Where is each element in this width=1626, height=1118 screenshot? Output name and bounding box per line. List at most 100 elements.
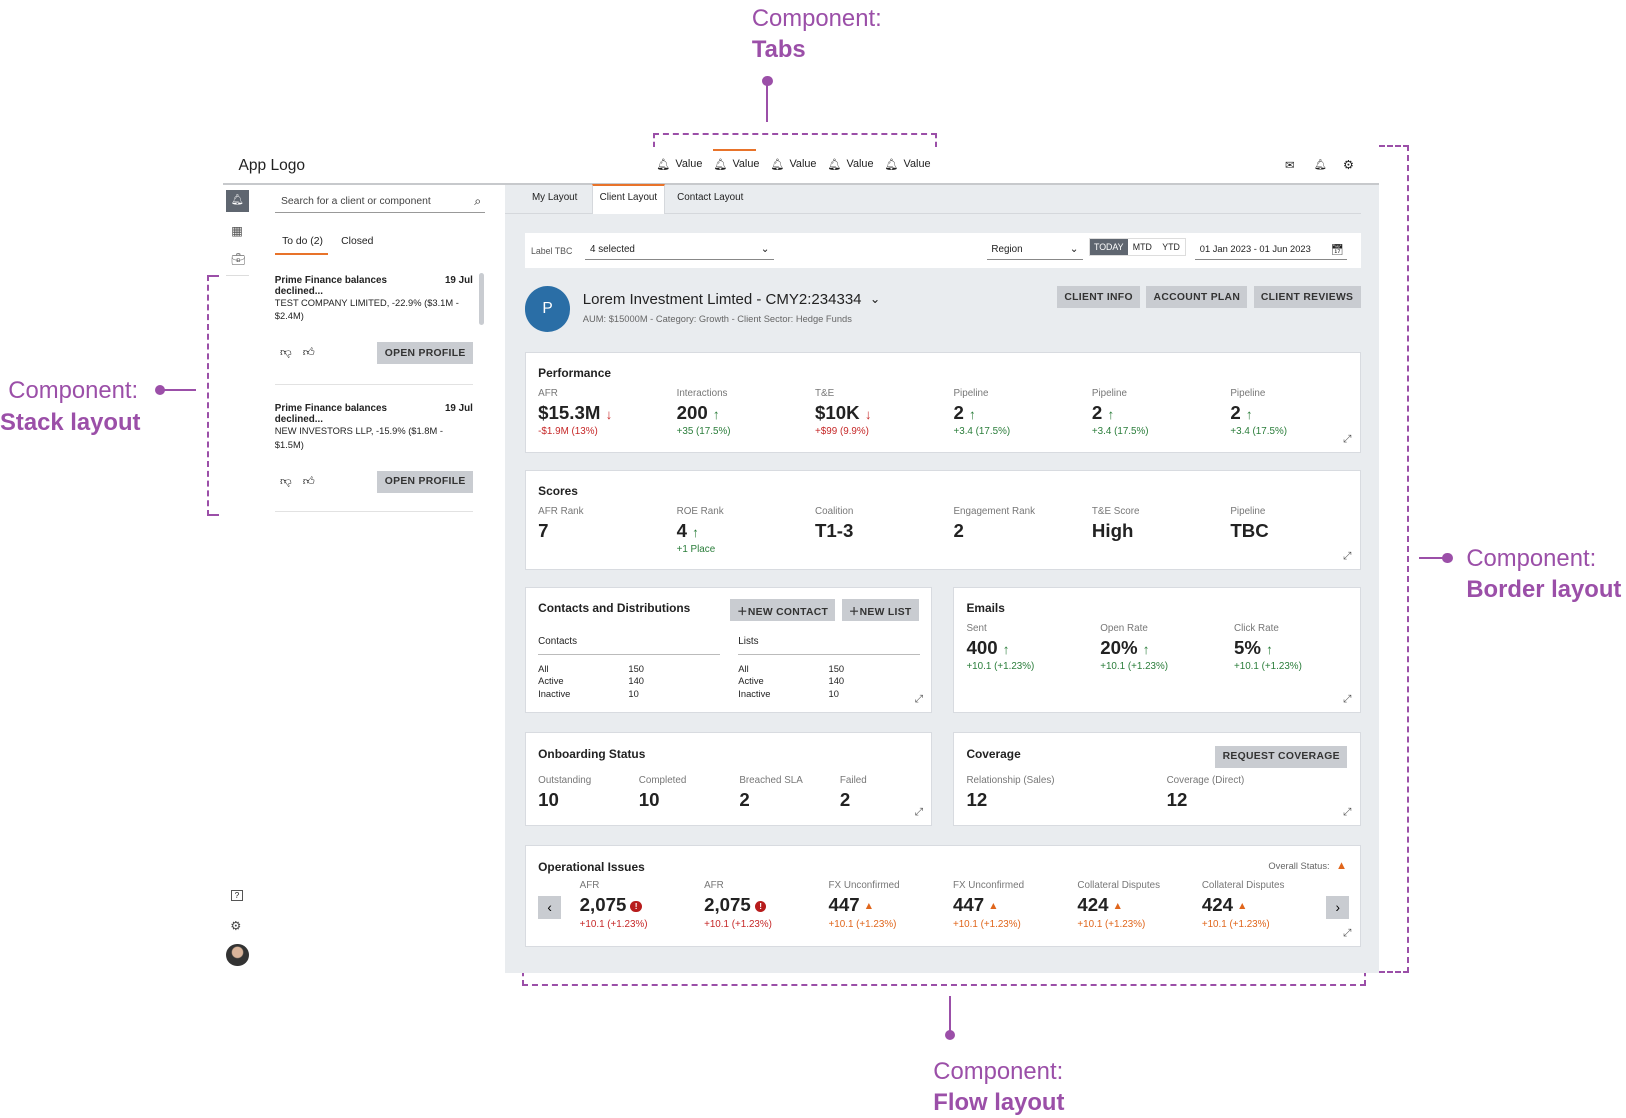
active-tab-indicator [713,149,756,152]
metric-value: 10 [538,788,559,810]
mail-icon[interactable]: ✉ [1284,159,1295,172]
metric-label: AFR Rank [538,506,584,517]
briefcase-icon[interactable]: 💼︎ [231,253,246,266]
metric: Pipeline 2 ↑ +3.4 (17.5%) [953,388,1010,437]
notification-list: Prime Finance balances declined... 19 Jul… [274,274,473,513]
period-today[interactable]: TODAY [1089,239,1128,256]
header-tab[interactable]: 🔔︎ Value [828,158,874,171]
open-profile-button[interactable]: OPEN PROFILE [377,470,473,493]
row-value: 10 [828,688,839,699]
metric-value: 12 [966,788,988,810]
rail-bell-icon[interactable]: 🔔︎ [226,189,249,212]
expand-icon[interactable]: ⤢ [914,807,923,819]
thumbs-up-icon[interactable]: 👍︎ [302,475,315,488]
metric: Pipeline 2 ↑ +3.4 (17.5%) [1092,388,1149,437]
card-title: Onboarding Status [538,746,646,761]
metric-change: +10.1 (+1.23%) [828,918,897,930]
metric-change: +3.4 (17.5%) [953,425,1011,437]
row-label: All [738,663,749,674]
metric-change: +10.1 (+1.23%) [1233,661,1302,673]
header-tab[interactable]: 🔔︎ Value [656,158,702,171]
tab-label: Value [903,158,931,171]
carousel-prev-button[interactable]: ‹ [538,895,561,919]
avatar[interactable] [226,943,249,967]
tab-indicator [274,253,328,256]
row-value: 140 [828,676,845,687]
open-profile-button[interactable]: OPEN PROFILE [377,342,473,364]
metric: Outstanding 10 [538,775,591,811]
group-title: Lists [738,635,759,647]
select-value: 4 selected [590,243,635,255]
metric-value: 20% [1100,637,1138,659]
period-ytd[interactable]: YTD [1162,241,1180,252]
metric-label: Pipeline [953,387,989,399]
new-contact-button[interactable]: ＋NEW CONTACT [729,599,836,622]
account-plan-button[interactable]: ACCOUNT PLAN [1146,286,1248,308]
new-list-button[interactable]: ＋NEW LIST [841,599,919,622]
warning-icon: ▲ [988,901,999,913]
carousel-next-button[interactable]: › [1326,895,1350,919]
metric-value-row: 10 [639,789,687,811]
tab-contact-layout[interactable]: Contact Layout [677,191,744,203]
plus-icon: ＋ [737,606,748,618]
thumbs-up-icon[interactable]: 👍︎ [302,347,315,360]
main-area [505,184,1380,973]
client-info-button[interactable]: CLIENT INFO [1057,286,1141,308]
tab-todo[interactable]: To do (2) [282,236,323,248]
button-label: NEW CONTACT [747,606,829,618]
row-value: 150 [628,663,644,674]
expand-icon[interactable]: ⤢ [1342,927,1352,939]
region-select[interactable]: Region ⌄ [987,240,1083,261]
metric: T&E Score High [1092,506,1140,542]
metric-label: AFR [538,387,558,399]
metric-value-row: 424 ▲ [1202,894,1285,916]
group-divider [738,654,920,656]
search-icon[interactable]: ⌕ [474,194,482,209]
expand-icon[interactable]: ⤢ [1342,807,1352,819]
metric-value: 2 [953,520,964,542]
gear-icon[interactable]: ⚙ [1342,157,1355,172]
help-icon[interactable]: ? [231,889,243,902]
bell-icon: 🔔︎ [713,158,728,171]
metric-change: +10.1 (+1.23%) [952,918,1021,930]
calendar-icon[interactable]: 📅︎ [1330,244,1344,256]
bell-icon[interactable]: 🔔︎ [1313,159,1328,171]
thumbs-down-icon[interactable]: 👎︎ [279,347,292,360]
date-range-input[interactable]: 01 Jan 2023 - 01 Jun 2023 📅︎ [1194,240,1348,261]
grid-icon[interactable]: ▦ [231,223,244,238]
metric: Open Rate 20% ↑ +10.1 (+1.23%) [1100,623,1168,672]
arrow-up-icon: ↑ [712,406,720,422]
client-selector[interactable]: Lorem Investment Limted - CMY2:234334 ⌄ [583,291,880,308]
bell-icon: 🔔︎ [770,158,785,171]
header-tab[interactable]: 🔔︎ Value [885,158,931,171]
scrollbar[interactable] [479,272,485,325]
expand-icon[interactable]: ⤢ [1342,433,1352,445]
app-logo: App Logo [238,156,306,174]
metric-value-row: High [1092,520,1140,542]
period-mtd[interactable]: MTD [1132,241,1152,252]
header-tab[interactable]: 🔔︎ Value [770,158,816,171]
expand-icon[interactable]: ⤢ [914,694,923,706]
metric: Collateral Disputes 424 ▲ +10.1 (+1.23%) [1202,880,1285,929]
tab-client-layout[interactable]: Client Layout [592,183,665,214]
gear-icon[interactable]: ⚙ [230,918,242,933]
request-coverage-button[interactable]: REQUEST COVERAGE [1215,745,1348,769]
tab-my-layout[interactable]: My Layout [531,191,578,203]
warning-icon: ▲ [1335,859,1348,872]
expand-icon[interactable]: ⤢ [1342,694,1352,706]
metric: Engagement Rank 2 [953,506,1035,542]
arrow-up-icon: ↑ [1002,642,1010,658]
search-input[interactable]: Search for a client or component ⌕ [274,192,486,213]
header-tab[interactable]: 🔔︎ Value [713,158,759,171]
tab-closed[interactable]: Closed [341,236,374,248]
metric-value-row: 2 [739,789,802,811]
thumbs-down-icon[interactable]: 👎︎ [279,475,292,488]
multi-select[interactable]: 4 selected ⌄ [584,240,774,261]
expand-icon[interactable]: ⤢ [1342,551,1352,563]
metric-value-row: 2 ↑ [953,402,1010,424]
metric-value: High [1091,520,1134,542]
contacts-actions: ＋NEW CONTACT ＋NEW LIST [729,599,919,622]
client-reviews-button[interactable]: CLIENT REVIEWS [1253,286,1361,308]
metric-value-row: 2,075! [704,894,772,916]
date-range-value: 01 Jan 2023 - 01 Jun 2023 [1199,244,1311,255]
